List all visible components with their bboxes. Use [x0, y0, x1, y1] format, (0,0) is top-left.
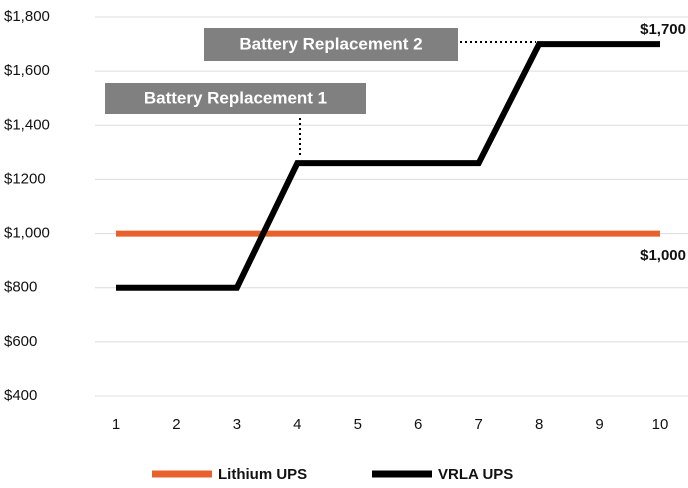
y-tick-label: $800 [4, 279, 37, 296]
annotation-text: Battery Replacement 1 [144, 88, 327, 107]
x-tick-label: 7 [474, 416, 482, 433]
y-tick-label: $1,800 [4, 8, 50, 25]
x-tick-label: 1 [112, 416, 120, 433]
y-tick-label: $1,000 [4, 225, 50, 242]
y-tick-label: $400 [4, 387, 37, 404]
x-tick-label: 8 [535, 416, 543, 433]
y-tick-label: $1,400 [4, 116, 50, 133]
x-tick-label: 4 [293, 416, 301, 433]
x-tick-label: 2 [172, 416, 180, 433]
x-tick-label: 5 [354, 416, 362, 433]
y-tick-label: $1200 [4, 170, 46, 187]
x-tick-label: 3 [233, 416, 241, 433]
x-tick-label: 6 [414, 416, 422, 433]
y-tick-label: $600 [4, 333, 37, 350]
x-tick-label: 10 [652, 416, 669, 433]
annotation-box [105, 83, 366, 114]
y-tick-label: $1,600 [4, 62, 50, 79]
value-label: $1,700 [640, 21, 686, 38]
annotation-box [204, 28, 458, 61]
legend-label: Lithium UPS [218, 466, 307, 483]
annotation-text: Battery Replacement 2 [239, 34, 422, 53]
value-label: $1,000 [640, 247, 686, 264]
legend-label: VRLA UPS [438, 466, 513, 483]
x-tick-label: 9 [595, 416, 603, 433]
series-line [116, 41, 660, 291]
